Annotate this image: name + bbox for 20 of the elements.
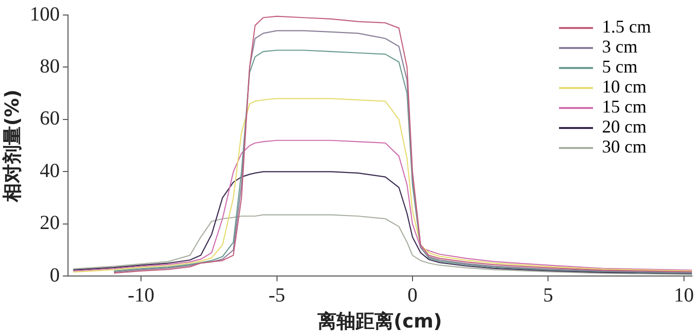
- y-tick-label: 80: [40, 55, 60, 78]
- x-axis-title: 离轴距离(cm): [316, 310, 442, 333]
- y-tick-label: 0: [50, 264, 60, 286]
- legend-label: 5 cm: [602, 56, 638, 77]
- legend-label: 1.5 cm: [602, 16, 651, 37]
- legend-label: 20 cm: [602, 116, 646, 137]
- x-tick-label: 10: [674, 284, 694, 306]
- legend-label: 15 cm: [602, 96, 646, 117]
- y-tick-label: 100: [30, 3, 60, 26]
- x-tick-label: 5: [543, 284, 554, 306]
- y-tick-label: 40: [40, 160, 60, 182]
- y-tick-label: 60: [40, 108, 60, 130]
- legend-label: 30 cm: [602, 136, 646, 157]
- legend-label: 3 cm: [602, 36, 638, 57]
- x-tick-label: 0: [407, 284, 418, 306]
- legend-label: 10 cm: [602, 76, 646, 97]
- x-tick-label: -10: [128, 284, 154, 306]
- y-tick-label: 20: [40, 212, 60, 234]
- y-axis-title: 相对剂量(%): [1, 89, 24, 203]
- x-tick-label: -5: [268, 284, 286, 306]
